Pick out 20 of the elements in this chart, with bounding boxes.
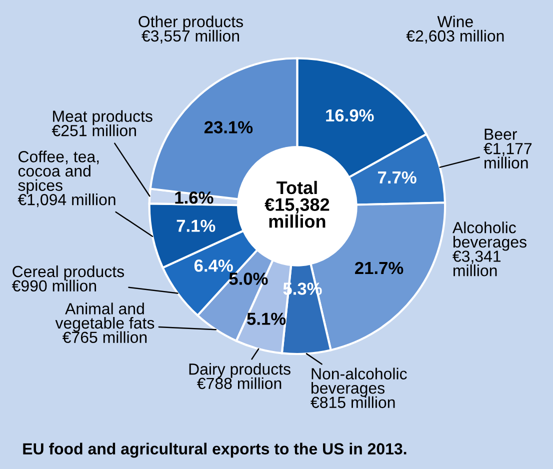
data-label: 7.1% [176,220,216,232]
data-label: 5.1% [247,312,286,325]
slice-label: Animal and vegetable fats €765 million [55,302,154,344]
slice-label: Meat products €251 million [52,110,152,136]
data-label: 7.7% [378,171,416,184]
slice-label: Dairy products €788 million [189,363,290,390]
text: EU food and agricultural exports to the US in 2013. [23,442,406,458]
slice-label: Coffee, tea, cocoa and spices €1,094 million [18,150,116,208]
data-label: 6.4% [194,260,233,272]
data-label: 21.7% [355,262,404,274]
slice-label: Wine €2,603 million [406,16,504,44]
slice-label: Beer €1,177 million [484,128,532,169]
data-label: 23.1% [204,121,253,134]
slice-label: Other products €3,557 million [138,16,243,44]
text: Total €15,382 million [264,180,330,228]
slice-label: Alcoholic beverages €3,341 million [452,222,526,276]
data-label: 1.6% [175,192,214,204]
data-label: 16.9% [326,109,374,122]
slice-label: Non-alcoholic beverages €815 million [310,368,407,408]
slice-label: Cereal products €990 million [12,265,124,292]
